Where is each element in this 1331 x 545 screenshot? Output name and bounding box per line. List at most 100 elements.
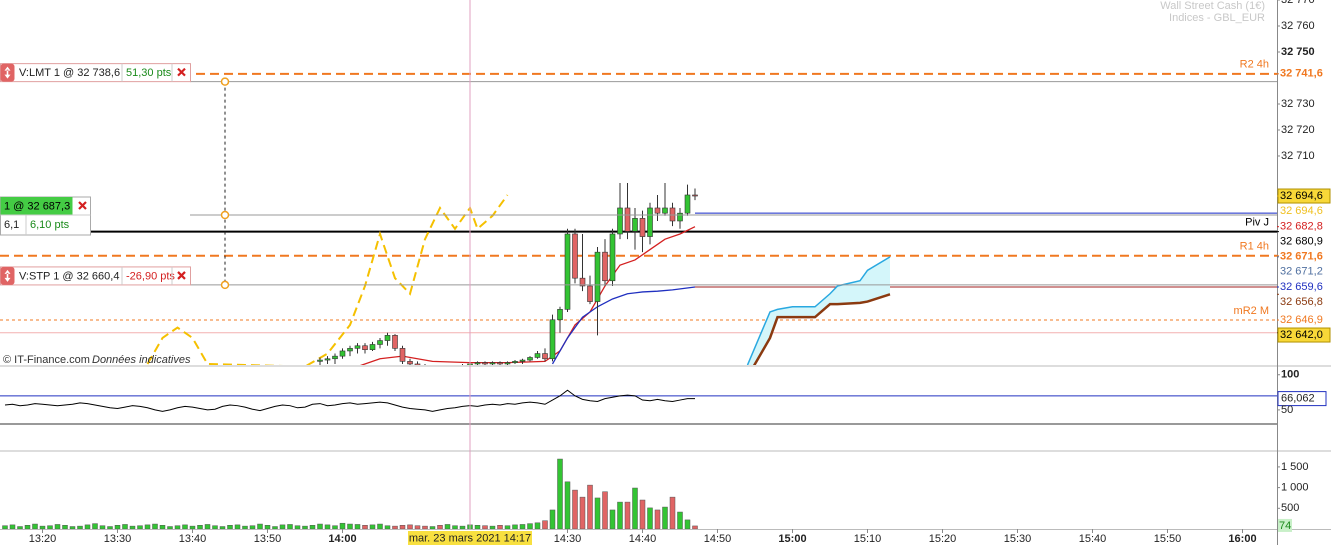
- volume-bar: [512, 524, 518, 529]
- volume-bar: [669, 496, 676, 529]
- order-label: V:LMT 1 @ 32 738,6: [19, 67, 120, 79]
- cloud-upper: [746, 256, 891, 365]
- candle-body: [392, 335, 398, 349]
- candle-body: [564, 233, 571, 310]
- axis-label-bg: [1277, 327, 1331, 343]
- volume-bar: [234, 524, 241, 529]
- order-pts: -26,90 pts: [126, 270, 175, 282]
- y-tick-label: 32 710: [1281, 150, 1315, 162]
- candle-body: [572, 233, 578, 279]
- candle-body: [384, 335, 391, 341]
- volume-bar: [347, 523, 353, 529]
- candle-body: [617, 207, 623, 235]
- volume-bar: [609, 509, 616, 529]
- candle-body: [497, 362, 503, 365]
- indicator-line: [360, 226, 696, 365]
- candle-body: [489, 362, 496, 365]
- volume-bar: [587, 484, 593, 529]
- volume-bar: [227, 525, 233, 529]
- volume-bar: [32, 523, 38, 529]
- volume-bar: [114, 525, 121, 529]
- x-tick-label: 13:30: [104, 533, 132, 545]
- volume-bar: [279, 524, 286, 529]
- axis-label: 32 642,0: [1280, 329, 1323, 341]
- order-qty: 6,1: [4, 219, 19, 231]
- last-value-label: 66,062: [1281, 393, 1315, 405]
- price-panel: [0, 72, 1277, 365]
- candle-body: [557, 309, 563, 321]
- volume-bar: [407, 524, 413, 529]
- candle-body: [414, 363, 421, 365]
- volume-bar: [174, 525, 181, 529]
- x-tick-label: 15:00: [778, 533, 806, 545]
- volume-bar: [167, 526, 173, 529]
- x-tick-label: 14:40: [629, 533, 657, 545]
- candle-body: [362, 345, 368, 350]
- order-head: [0, 196, 73, 215]
- axis-label: 32 656,8: [1280, 296, 1323, 308]
- volume-bar: [107, 526, 113, 529]
- volume-bar: [369, 524, 376, 529]
- volume-panel: [2, 458, 698, 529]
- candle-body: [624, 207, 631, 232]
- volume-bar: [444, 524, 451, 529]
- axis-label: 32 694,6: [1280, 190, 1323, 202]
- volume-bar: [204, 524, 211, 529]
- candle-body: [534, 353, 541, 358]
- volume-bar: [474, 525, 481, 529]
- x-tick-label: 13:40: [179, 533, 207, 545]
- x-tick-label: 15:40: [1079, 533, 1107, 545]
- x-tick-label: 13:20: [29, 533, 57, 545]
- candle-body: [647, 207, 653, 237]
- candle-body: [399, 348, 406, 362]
- volume-bar: [392, 525, 398, 529]
- x-tick-label: 15:50: [1154, 533, 1182, 545]
- cloud-lower: [752, 293, 891, 365]
- axis-label: 32 646,9: [1280, 314, 1323, 326]
- level-name: R1 4h: [1240, 241, 1269, 253]
- volume-bar: [362, 525, 368, 529]
- candle-body: [324, 358, 331, 361]
- volume-bar: [617, 501, 623, 529]
- oscillator-line: [4, 389, 696, 412]
- volume-bar: [324, 524, 331, 529]
- order-label: 1 @ 32 687,3: [4, 200, 70, 212]
- axis-label: 32 741,6: [1280, 68, 1323, 80]
- volume-bar: [572, 489, 578, 529]
- volume-bar: [692, 525, 698, 529]
- candle-body: [639, 218, 646, 237]
- market: Indices - GBL_EUR: [1169, 12, 1265, 24]
- volume-bar: [497, 525, 503, 529]
- crosshair-label: mar. 23 mars 2021 14:17: [409, 532, 531, 544]
- volume-bar: [377, 523, 383, 529]
- volume-bar: [459, 525, 466, 529]
- x-tick-label: 15:10: [854, 533, 882, 545]
- volume-bar: [354, 524, 361, 529]
- volume-bar: [414, 525, 421, 529]
- volume-bar: [489, 525, 496, 529]
- order-handle-icon: [4, 269, 11, 282]
- volume-bar: [482, 525, 488, 529]
- candle-body: [662, 207, 668, 214]
- volume-bar: [399, 525, 406, 529]
- candle-body: [504, 362, 511, 365]
- volume-bar: [272, 526, 278, 529]
- volume-bar: [384, 525, 391, 529]
- volume-bar: [264, 525, 271, 529]
- candle-body: [549, 319, 556, 360]
- candle-body: [684, 194, 691, 214]
- candle-body: [339, 350, 346, 357]
- y-tick-label: 32 750: [1281, 46, 1315, 58]
- volume-bar: [294, 525, 301, 529]
- volume-bar: [24, 525, 31, 529]
- x-tick-label: 14:00: [328, 533, 356, 545]
- cloud-fill: [747, 256, 890, 365]
- volume-bar: [189, 525, 196, 529]
- volume-bar: [542, 520, 548, 529]
- last-volume-label: 74: [1279, 520, 1291, 532]
- last-value-bg: [1277, 391, 1327, 407]
- axis-label: 32 671,6: [1280, 251, 1323, 263]
- volume-bar: [527, 523, 533, 529]
- level-name: Piv J: [1245, 217, 1269, 229]
- volume-bar: [429, 526, 436, 529]
